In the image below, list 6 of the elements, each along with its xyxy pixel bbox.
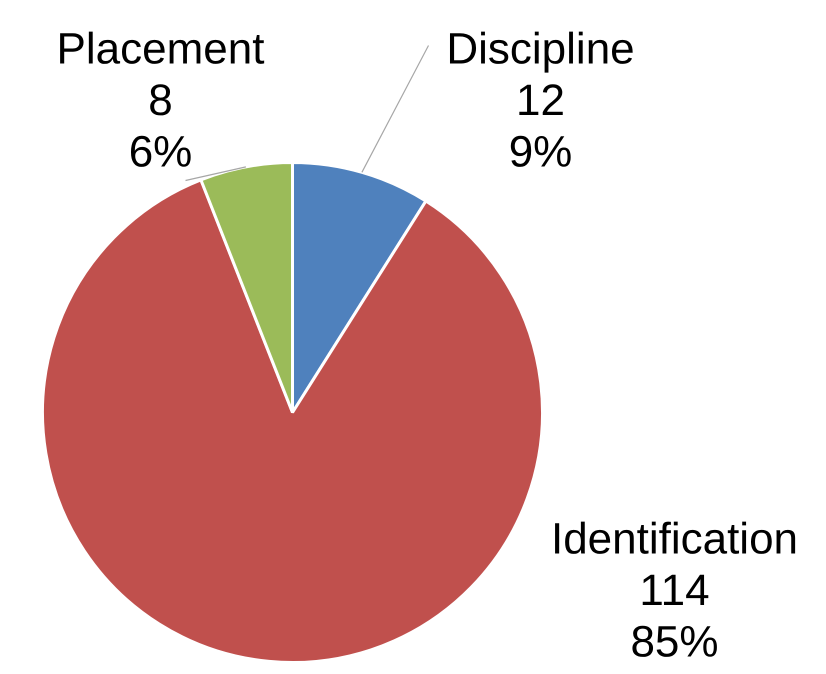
data-label: 8 6% xyxy=(128,76,192,176)
slice-label: Placement xyxy=(56,24,264,74)
slice-label: Discipline xyxy=(446,24,635,74)
data-label: 114 85% xyxy=(630,566,719,666)
data-label: 12 9% xyxy=(508,76,572,176)
slice-label: Identification xyxy=(550,514,798,564)
